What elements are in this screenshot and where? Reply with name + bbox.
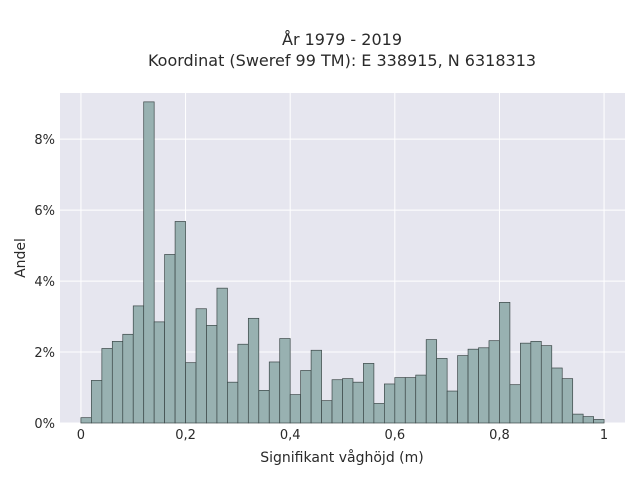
histogram-bar: [143, 101, 155, 424]
histogram-bar: [415, 374, 427, 424]
histogram-bar: [540, 345, 553, 424]
histogram-bar: [342, 378, 354, 424]
histogram-bar: [530, 341, 542, 424]
histogram-bar: [80, 417, 92, 424]
histogram-bar: [331, 379, 343, 424]
histogram-bar: [499, 302, 511, 424]
chart-title-line-2: Koordinat (Sweref 99 TM): E 338915, N 63…: [148, 51, 536, 70]
histogram-bar: [310, 349, 322, 424]
histogram-bar: [425, 339, 438, 424]
histogram-bar: [352, 381, 364, 424]
y-tick-label: 0%: [34, 417, 55, 432]
histogram-bar: [216, 287, 228, 424]
histogram-bars: [80, 101, 605, 424]
histogram-bar: [289, 394, 301, 424]
histogram-bar: [363, 363, 375, 424]
histogram-bar: [404, 377, 417, 424]
histogram-bar: [258, 390, 270, 424]
x-tick-label: 0,8: [489, 428, 510, 443]
histogram-bar: [185, 362, 197, 424]
histogram-bar: [237, 343, 249, 424]
histogram-bar: [268, 361, 281, 424]
histogram-bar: [373, 403, 385, 424]
histogram-bar: [122, 333, 134, 424]
histogram-bar: [195, 308, 207, 424]
y-tick-labels: 0% 2% 4% 6% 8%: [34, 133, 55, 432]
histogram-bar: [279, 338, 291, 424]
histogram-bar: [520, 342, 532, 424]
histogram-bar: [561, 378, 574, 424]
histogram-bar: [164, 254, 176, 424]
y-tick-label: 8%: [34, 133, 55, 148]
histogram-bar: [91, 380, 103, 424]
y-tick-label: 2%: [34, 346, 55, 361]
histogram-bar: [488, 340, 500, 424]
y-tick-label: 4%: [34, 275, 55, 290]
histogram-bar: [153, 321, 165, 424]
histogram-bar: [551, 367, 563, 424]
x-tick-label: 0: [77, 428, 85, 443]
histogram-bar: [384, 383, 396, 424]
histogram-bar: [300, 370, 312, 424]
histogram-bar: [582, 416, 594, 424]
x-tick-label: 0,2: [175, 428, 196, 443]
histogram-bar: [509, 384, 521, 424]
y-axis-label: Andel: [13, 238, 29, 278]
histogram-bar: [436, 358, 448, 424]
histogram-bar: [101, 348, 113, 424]
histogram-bar: [457, 355, 469, 424]
histogram-bar: [572, 413, 584, 424]
y-tick-label: 6%: [34, 204, 55, 219]
x-tick-label: 0,6: [384, 428, 405, 443]
histogram-bar: [467, 348, 479, 424]
histogram-bar: [206, 325, 218, 424]
x-axis-label: Signifikant våghöjd (m): [260, 449, 423, 466]
histogram-bar: [478, 347, 490, 424]
x-tick-label: 1: [600, 428, 608, 443]
histogram-bar: [446, 390, 458, 424]
chart-title-line-1: År 1979 - 2019: [282, 30, 402, 49]
histogram-bar: [227, 381, 239, 424]
histogram-bar: [111, 341, 124, 424]
histogram-bar: [174, 221, 186, 424]
histogram-bar: [394, 377, 406, 424]
histogram-bar: [321, 400, 333, 424]
histogram-bar: [247, 317, 260, 424]
x-tick-labels: 0 0,2 0,4 0,6 0,8 1: [77, 428, 608, 443]
histogram-bar: [132, 305, 145, 424]
histogram-bar: [593, 419, 605, 424]
x-tick-label: 0,4: [280, 428, 301, 443]
